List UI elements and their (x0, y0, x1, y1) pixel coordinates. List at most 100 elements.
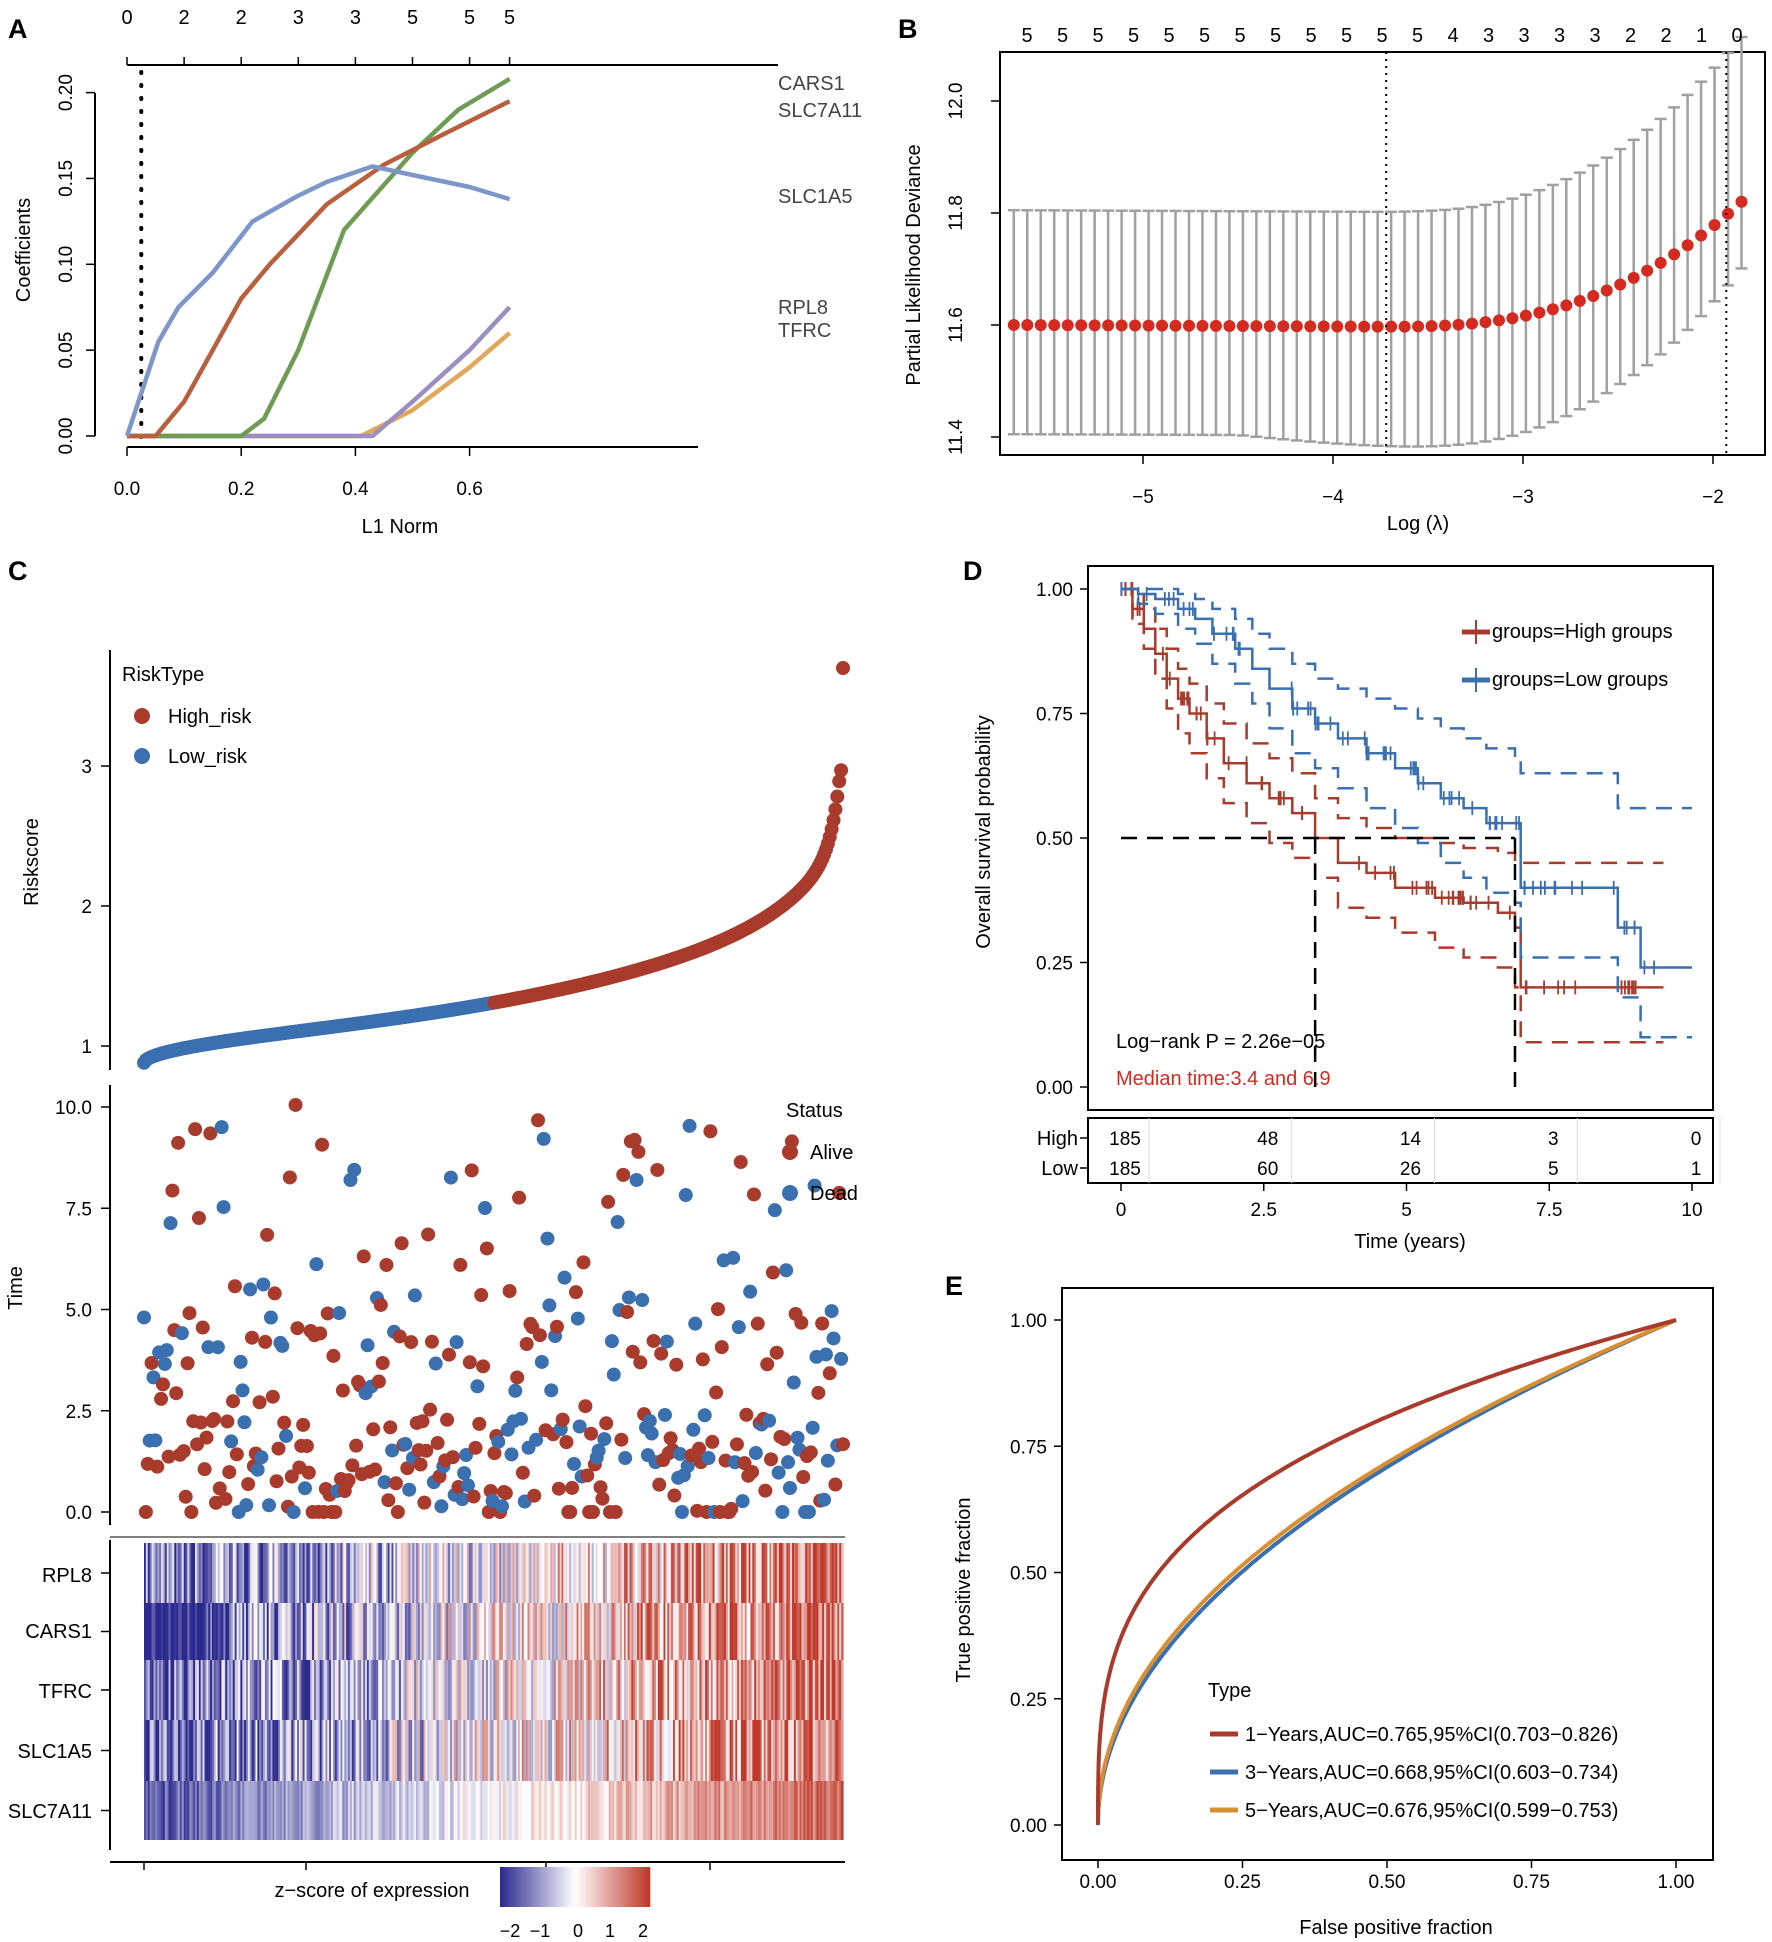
heatmap-cell (227, 1720, 230, 1781)
heatmap-cell (761, 1720, 765, 1781)
y-tick-label: 0.75 (1036, 705, 1073, 726)
heatmap-cell (695, 1603, 699, 1660)
heatmap-cell (803, 1543, 806, 1603)
survival-time-point (415, 1414, 430, 1429)
heatmap-cell (393, 1781, 396, 1840)
heatmap-cell (470, 1720, 474, 1781)
heatmap-cell (706, 1543, 710, 1603)
riskscore-point (830, 789, 845, 804)
heatmap-cell (723, 1603, 727, 1660)
heatmap-cell (650, 1660, 653, 1720)
deviance-point (1385, 320, 1398, 333)
heatmap-cell (565, 1720, 568, 1781)
heatmap-cell (417, 1660, 421, 1720)
survival-time-point (811, 1385, 826, 1400)
heatmap-cell (414, 1543, 417, 1603)
heatmap-cell (601, 1543, 604, 1603)
heatmap-cell (514, 1781, 517, 1840)
heatmap-cell (414, 1720, 417, 1781)
heatmap-cell (818, 1543, 821, 1603)
heatmap-cell (310, 1543, 313, 1603)
legend-marker-dead (782, 1185, 798, 1201)
heatmap-cell (716, 1781, 719, 1840)
heatmap-cell (179, 1720, 183, 1781)
heatmap-cell (204, 1781, 207, 1840)
survival-time-point (536, 1131, 551, 1146)
heatmap-cell (187, 1781, 190, 1840)
heatmap-cell (718, 1781, 721, 1840)
heatmap-cell (608, 1781, 612, 1840)
heatmap-cell (319, 1660, 323, 1720)
heatmap-cell (400, 1660, 404, 1720)
heatmap-cell (797, 1603, 801, 1660)
heatmap-cell (739, 1781, 742, 1840)
heatmap-cell (440, 1543, 444, 1603)
heatmap-cell (661, 1543, 665, 1603)
heatmap-cell (314, 1720, 317, 1781)
heatmap-cell (291, 1660, 294, 1720)
heatmap-cell (185, 1720, 189, 1781)
heatmap-cell (261, 1781, 264, 1840)
survival-time-point (472, 1416, 487, 1431)
heatmap-cell (788, 1720, 791, 1781)
heatmap-cell (440, 1720, 444, 1781)
heatmap-cell (699, 1660, 702, 1720)
heatmap-cell (472, 1543, 476, 1603)
heatmap-cell (155, 1720, 158, 1781)
deviance-point (1236, 320, 1249, 333)
heatmap-cell (238, 1781, 241, 1840)
colorbar-swatch (530, 1867, 533, 1907)
heatmap-cell (535, 1603, 538, 1660)
heatmap-cell (646, 1720, 650, 1781)
heatmap-cell (631, 1660, 634, 1720)
heatmap-cell (204, 1660, 207, 1720)
heatmap-cell (482, 1603, 485, 1660)
heatmap-cell (414, 1603, 417, 1660)
survival-time-point (614, 1432, 629, 1447)
heatmap-cell (189, 1781, 192, 1840)
heatmap-cell (742, 1720, 746, 1781)
heatmap-cell (234, 1603, 238, 1660)
heatmap-cell (393, 1543, 396, 1603)
heatmap-cell (608, 1720, 612, 1781)
heatmap-cell (359, 1543, 362, 1603)
heatmap-cell (213, 1660, 217, 1720)
colorbar-swatch (620, 1867, 623, 1907)
heatmap-cell (357, 1603, 360, 1660)
heatmap-cell (263, 1543, 266, 1603)
survival-time-point (495, 1499, 510, 1514)
heatmap-cell (491, 1660, 495, 1720)
heatmap-cell (752, 1603, 755, 1660)
heatmap-cell (221, 1603, 224, 1660)
heatmap-cell (434, 1603, 438, 1660)
heatmap-cell (519, 1720, 523, 1781)
heatmap-cell (508, 1720, 512, 1781)
heatmap-cell (523, 1720, 527, 1781)
survival-time-point (421, 1227, 436, 1242)
survival-time-point (402, 1482, 417, 1497)
heatmap-cell (552, 1781, 555, 1840)
heatmap-cell (304, 1543, 308, 1603)
heatmap-cell (837, 1720, 840, 1781)
heatmap-cell (346, 1720, 349, 1781)
heatmap-cell (826, 1781, 829, 1840)
heatmap-cell (595, 1720, 599, 1781)
heatmap-cell (493, 1781, 496, 1840)
heatmap-cell (548, 1720, 551, 1781)
heatmap-cell (312, 1603, 315, 1660)
heatmap-cell (325, 1660, 328, 1720)
survival-time-point (529, 1432, 544, 1447)
heatmap-cell (491, 1603, 495, 1660)
heatmap-cell (391, 1603, 394, 1660)
heatmap-cell (395, 1660, 398, 1720)
heatmap-cell (818, 1603, 821, 1660)
heatmap-cell (814, 1720, 818, 1781)
heatmap-cell (232, 1603, 236, 1660)
heatmap-cell (608, 1603, 612, 1660)
heatmap-cell (433, 1603, 436, 1660)
heatmap-cell (580, 1543, 583, 1603)
survival-time-point (746, 1187, 761, 1202)
heatmap-cell (204, 1543, 207, 1603)
heatmap-cell (366, 1603, 370, 1660)
colorbar-swatch (632, 1867, 636, 1907)
